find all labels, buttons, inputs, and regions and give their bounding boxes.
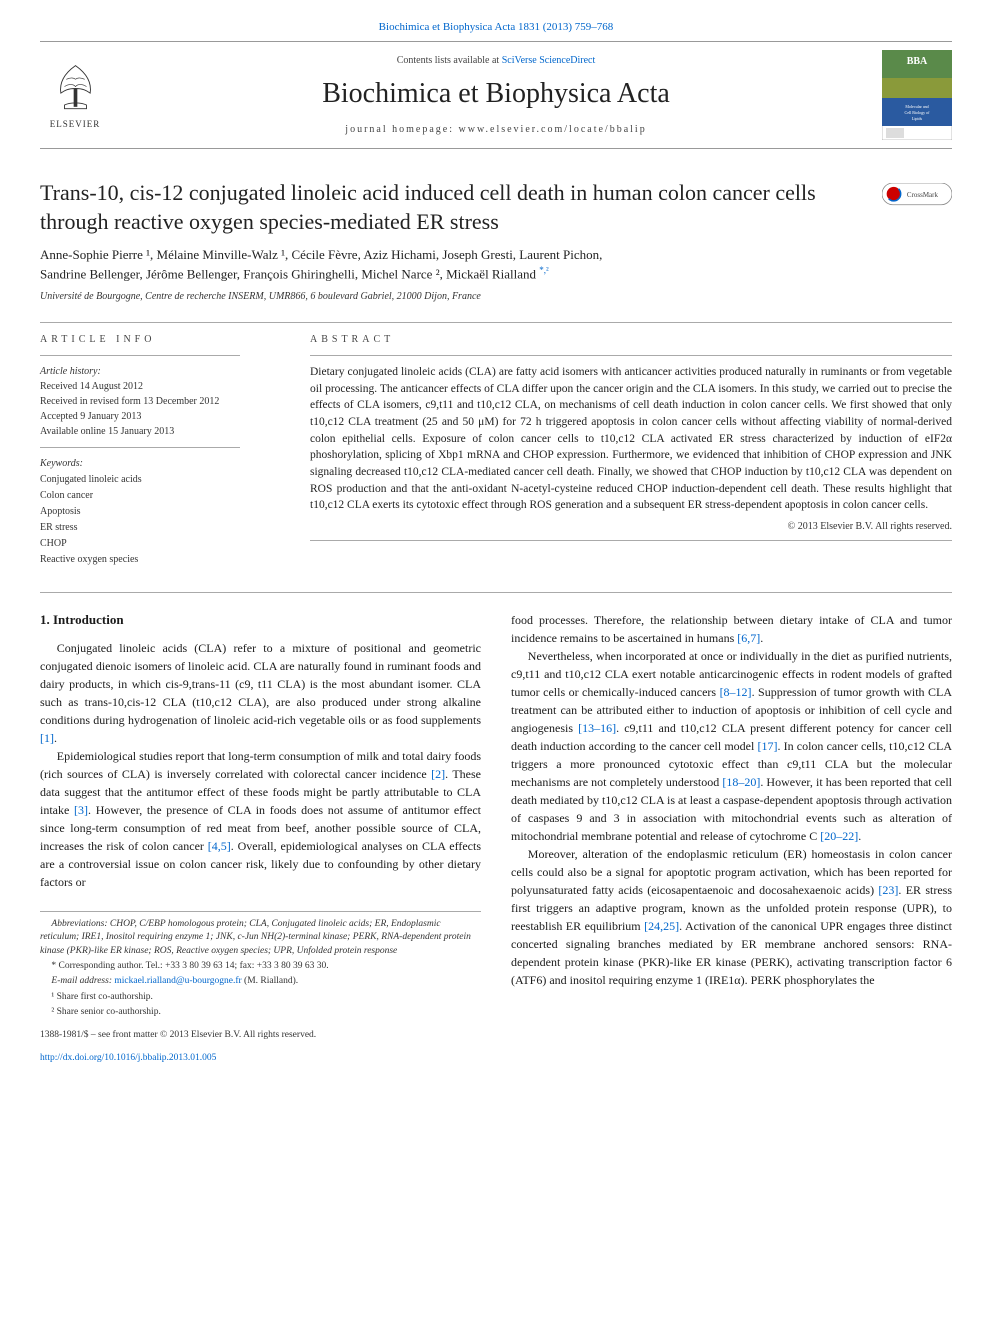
- body-paragraph: food processes. Therefore, the relations…: [511, 611, 952, 647]
- keyword: Apoptosis: [40, 504, 280, 520]
- keyword: Colon cancer: [40, 488, 280, 504]
- doi-link[interactable]: http://dx.doi.org/10.1016/j.bbalip.2013.…: [40, 1053, 216, 1063]
- keyword: CHOP: [40, 536, 280, 552]
- author-note-2: ² Share senior co-authorship.: [40, 1006, 481, 1019]
- history-line: Received in revised form 13 December 201…: [40, 394, 280, 409]
- author-list: Anne-Sophie Pierre ¹, Mélaine Minville-W…: [40, 245, 952, 284]
- authors-line1: Anne-Sophie Pierre ¹, Mélaine Minville-W…: [40, 247, 602, 262]
- contents-prefix: Contents lists available at: [397, 55, 502, 66]
- abbreviations: Abbreviations: CHOP, C/EBP homologous pr…: [40, 918, 481, 958]
- history-line: Accepted 9 January 2013: [40, 409, 280, 424]
- article-info-label: ARTICLE INFO: [40, 333, 280, 347]
- divider: [40, 355, 240, 356]
- divider: [310, 355, 952, 356]
- abstract-copyright: © 2013 Elsevier B.V. All rights reserved…: [310, 520, 952, 534]
- crossmark-badge[interactable]: CrossMark: [882, 183, 952, 211]
- elsevier-tree-icon: [48, 61, 103, 116]
- divider: [40, 592, 952, 593]
- svg-text:CrossMark: CrossMark: [907, 191, 939, 199]
- body-paragraph: Moreover, alteration of the endoplasmic …: [511, 845, 952, 989]
- svg-text:Molecular and: Molecular and: [905, 104, 928, 109]
- divider: [40, 447, 240, 448]
- history-line: Received 14 August 2012: [40, 379, 280, 394]
- left-column: 1. Introduction Conjugated linoleic acid…: [40, 611, 481, 1066]
- journal-homepage: journal homepage: www.elsevier.com/locat…: [110, 123, 882, 137]
- body-paragraph: Conjugated linoleic acids (CLA) refer to…: [40, 639, 481, 747]
- email-line: E-mail address: mickael.rialland@u-bourg…: [40, 975, 481, 988]
- sciencedirect-link[interactable]: SciVerse ScienceDirect: [502, 55, 596, 66]
- divider: [310, 540, 952, 541]
- history-head: Article history:: [40, 364, 280, 379]
- author-note-1: ¹ Share first co-authorship.: [40, 991, 481, 1004]
- journal-cover-thumb: BBA Molecular and Cell Biology of Lipids: [882, 50, 952, 140]
- keyword: Reactive oxygen species: [40, 552, 280, 568]
- masthead: ELSEVIER Contents lists available at Sci…: [40, 41, 952, 149]
- svg-text:BBA: BBA: [907, 56, 928, 67]
- svg-text:Lipids: Lipids: [912, 116, 923, 121]
- issn-line: 1388-1981/$ – see front matter © 2013 El…: [40, 1029, 481, 1042]
- section-heading: 1. Introduction: [40, 611, 481, 629]
- email-link[interactable]: mickael.rialland@u-bourgogne.fr: [114, 976, 241, 986]
- body-two-column: 1. Introduction Conjugated linoleic acid…: [40, 611, 952, 1066]
- publisher-logo: ELSEVIER: [40, 55, 110, 135]
- keywords-head: Keywords:: [40, 456, 280, 472]
- svg-text:Cell Biology of: Cell Biology of: [905, 110, 931, 115]
- corresp-marker: *,²: [539, 265, 548, 275]
- publisher-name: ELSEVIER: [50, 118, 101, 131]
- corresponding-note: * Corresponding author. Tel.: +33 3 80 3…: [40, 960, 481, 973]
- keyword: ER stress: [40, 520, 280, 536]
- email-label: E-mail address:: [51, 976, 114, 986]
- abstract-text: Dietary conjugated linoleic acids (CLA) …: [310, 364, 952, 514]
- article-title: Trans-10, cis-12 conjugated linoleic aci…: [40, 179, 860, 236]
- right-column: food processes. Therefore, the relations…: [511, 611, 952, 1066]
- citation-line: Biochimica et Biophysica Acta 1831 (2013…: [40, 20, 952, 35]
- contents-line: Contents lists available at SciVerse Sci…: [110, 54, 882, 68]
- abstract-label: ABSTRACT: [310, 333, 952, 347]
- body-paragraph: Nevertheless, when incorporated at once …: [511, 647, 952, 845]
- history-line: Available online 15 January 2013: [40, 424, 280, 439]
- footnotes: Abbreviations: CHOP, C/EBP homologous pr…: [40, 911, 481, 1019]
- journal-title: Biochimica et Biophysica Acta: [110, 74, 882, 113]
- affiliation: Université de Bourgogne, Centre de reche…: [40, 290, 952, 304]
- article-info-column: ARTICLE INFO Article history: Received 1…: [40, 333, 280, 568]
- keyword: Conjugated linoleic acids: [40, 472, 280, 488]
- body-paragraph: Epidemiological studies report that long…: [40, 747, 481, 891]
- email-suffix: (M. Rialland).: [242, 976, 298, 986]
- abstract-column: ABSTRACT Dietary conjugated linoleic aci…: [310, 333, 952, 568]
- authors-line2: Sandrine Bellenger, Jérôme Bellenger, Fr…: [40, 266, 539, 281]
